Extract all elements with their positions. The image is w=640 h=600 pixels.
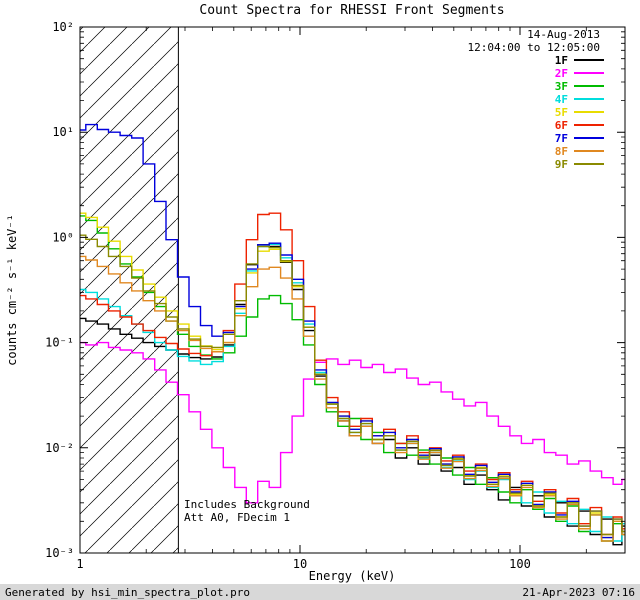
y-axis-label: counts cm⁻² s⁻¹ keV⁻¹ bbox=[5, 214, 19, 366]
background-note: Includes Background bbox=[184, 498, 310, 511]
y-tick-label: 10¹ bbox=[52, 125, 74, 139]
spectra-chart: Count Spectra for RHESSI Front Segments … bbox=[5, 3, 626, 583]
y-tick-label: 10² bbox=[52, 20, 74, 34]
date-label: 14-Aug-2013 bbox=[527, 28, 600, 41]
axis-tick-labels: 1 10 100 10² 10¹ 10⁰ 10⁻¹ 10⁻² 10⁻³ bbox=[45, 20, 531, 571]
footer-timestamp: 21-Apr-2023 07:16 bbox=[522, 585, 635, 599]
y-tick-label: 10⁻³ bbox=[45, 546, 74, 560]
series-line-9F bbox=[80, 234, 625, 536]
legend-label-8F: 8F bbox=[555, 145, 568, 158]
spectra-lines bbox=[80, 123, 625, 546]
x-axis-label: Energy (keV) bbox=[309, 569, 396, 583]
hatch-fill bbox=[80, 27, 179, 553]
footer-generator: Generated by hsi_min_spectra_plot.pro bbox=[5, 585, 251, 599]
legend-label-2F: 2F bbox=[555, 67, 568, 80]
legend-label-6F: 6F bbox=[555, 119, 568, 132]
minor-ticks bbox=[80, 27, 626, 553]
series-line-8F bbox=[80, 255, 625, 542]
y-tick-label: 10⁻² bbox=[45, 441, 74, 455]
hatch-region bbox=[80, 27, 179, 553]
time-range-label: 12:04:00 to 12:05:00 bbox=[468, 41, 600, 54]
footer-bar: Generated by hsi_min_spectra_plot.pro 21… bbox=[0, 584, 640, 600]
y-tick-label: 10⁰ bbox=[52, 230, 74, 244]
y-tick-label: 10⁻¹ bbox=[45, 336, 74, 350]
plot-frame bbox=[79, 26, 626, 554]
x-tick-label: 100 bbox=[509, 557, 531, 571]
x-tick-label: 1 bbox=[76, 557, 83, 571]
attenuator-note: Att A0, FDecim 1 bbox=[184, 511, 290, 524]
series-line-6F bbox=[80, 212, 625, 536]
axis-ticks bbox=[79, 26, 626, 554]
legend-label-1F: 1F bbox=[555, 54, 568, 67]
chart-title: Count Spectra for RHESSI Front Segments bbox=[199, 3, 504, 18]
legend-label-7F: 7F bbox=[555, 132, 568, 145]
series-line-7F bbox=[80, 123, 625, 539]
x-tick-label: 10 bbox=[293, 557, 307, 571]
legend-label-5F: 5F bbox=[555, 106, 568, 119]
series-line-2F bbox=[80, 341, 625, 504]
legend-label-4F: 4F bbox=[555, 93, 568, 106]
legend-label-9F: 9F bbox=[555, 158, 568, 171]
major-ticks bbox=[79, 26, 625, 554]
legend-label-3F: 3F bbox=[555, 80, 568, 93]
